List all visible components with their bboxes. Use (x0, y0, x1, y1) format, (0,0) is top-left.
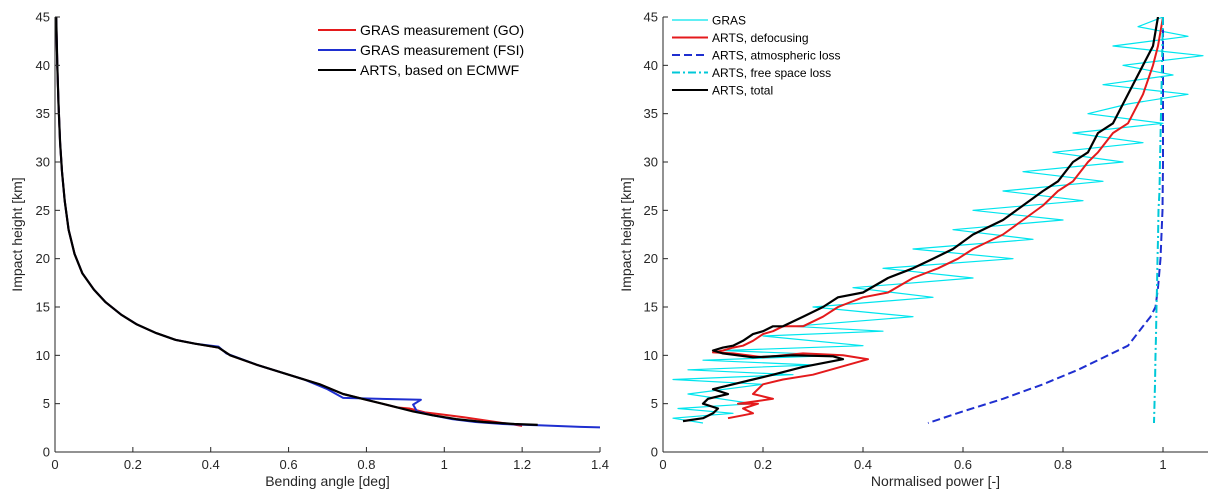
y-tick-label: 0 (651, 445, 658, 460)
y-tick-label: 30 (644, 155, 658, 170)
y-tick-label: 15 (644, 300, 658, 315)
y-tick-label: 20 (644, 251, 658, 266)
legend-label: GRAS (712, 13, 746, 27)
series-group (55, 17, 600, 429)
x-tick-label: 0.6 (280, 457, 298, 472)
y-tick-label: 25 (644, 203, 658, 218)
legend: GRAS ARTS, defocusing ARTS, atmospheric lo… (672, 13, 841, 97)
y-tick-label: 40 (644, 58, 658, 73)
y-tick-label: 45 (36, 10, 50, 25)
x-tick-label: 0.8 (357, 457, 375, 472)
legend-label: ARTS, defocusing (712, 31, 809, 45)
y-tick-label: 25 (36, 203, 50, 218)
x-tick-label: 0.6 (954, 457, 972, 472)
series-line-0 (55, 17, 523, 427)
legend: GRAS measurement (GO) GRAS measurement (F… (318, 22, 524, 78)
legend-label: GRAS measurement (FSI) (360, 42, 524, 58)
legend-label: ARTS, atmospheric loss (712, 48, 841, 62)
x-tick-label: 0.2 (754, 457, 772, 472)
y-tick-label: 15 (36, 300, 50, 315)
legend-label: ARTS, based on ECMWF (360, 62, 519, 78)
series-group (672, 17, 1204, 424)
y-axis-label: Impact height [km] (9, 177, 25, 291)
x-tick-label: 1 (441, 457, 448, 472)
y-tick-label: 0 (43, 445, 50, 460)
y-tick-label: 30 (36, 155, 50, 170)
y-tick-label: 5 (651, 396, 658, 411)
legend-label: GRAS measurement (GO) (360, 22, 524, 38)
y-tick-label: 10 (36, 348, 50, 363)
series-line-3 (1153, 17, 1164, 424)
y-tick-label: 10 (644, 348, 658, 363)
series-line-2 (55, 17, 538, 426)
right-chart-panel: 0 0.2 0.4 0.6 0.8 1051015202530354045Normalis… (618, 10, 1208, 489)
y-tick-label: 20 (36, 251, 50, 266)
series-line-2 (927, 17, 1164, 424)
x-tick-label: 0.4 (854, 457, 872, 472)
x-tick-label: 0.8 (1054, 457, 1072, 472)
series-line-4 (682, 17, 1160, 423)
x-axis-label: Bending angle [deg] (265, 473, 390, 489)
y-tick-label: 35 (36, 106, 50, 121)
x-tick-label: 1.4 (591, 457, 609, 472)
x-tick-label: 1 (1159, 457, 1166, 472)
x-tick-label: 0 (659, 457, 666, 472)
y-tick-label: 45 (644, 10, 658, 25)
x-tick-label: 0 (51, 457, 58, 472)
y-axis-label: Impact height [km] (618, 177, 634, 291)
y-tick-label: 40 (36, 58, 50, 73)
x-tick-label: 0.4 (202, 457, 220, 472)
x-tick-label: 1.2 (513, 457, 531, 472)
legend-label: ARTS, free space loss (712, 66, 831, 80)
legend-label: ARTS, total (712, 83, 773, 97)
y-tick-label: 5 (43, 396, 50, 411)
left-chart-panel: 0 0.2 0.4 0.6 0.8 1 1.2 1.4 0 5 10 15 20 25 30 35 40 45 Be… (9, 10, 609, 490)
x-tick-label: 0.2 (124, 457, 142, 472)
series-line-1 (712, 17, 1164, 420)
x-axis-label: Normalised power [-] (871, 473, 1000, 489)
series-line-1 (55, 17, 600, 429)
y-tick-label: 35 (644, 106, 658, 121)
